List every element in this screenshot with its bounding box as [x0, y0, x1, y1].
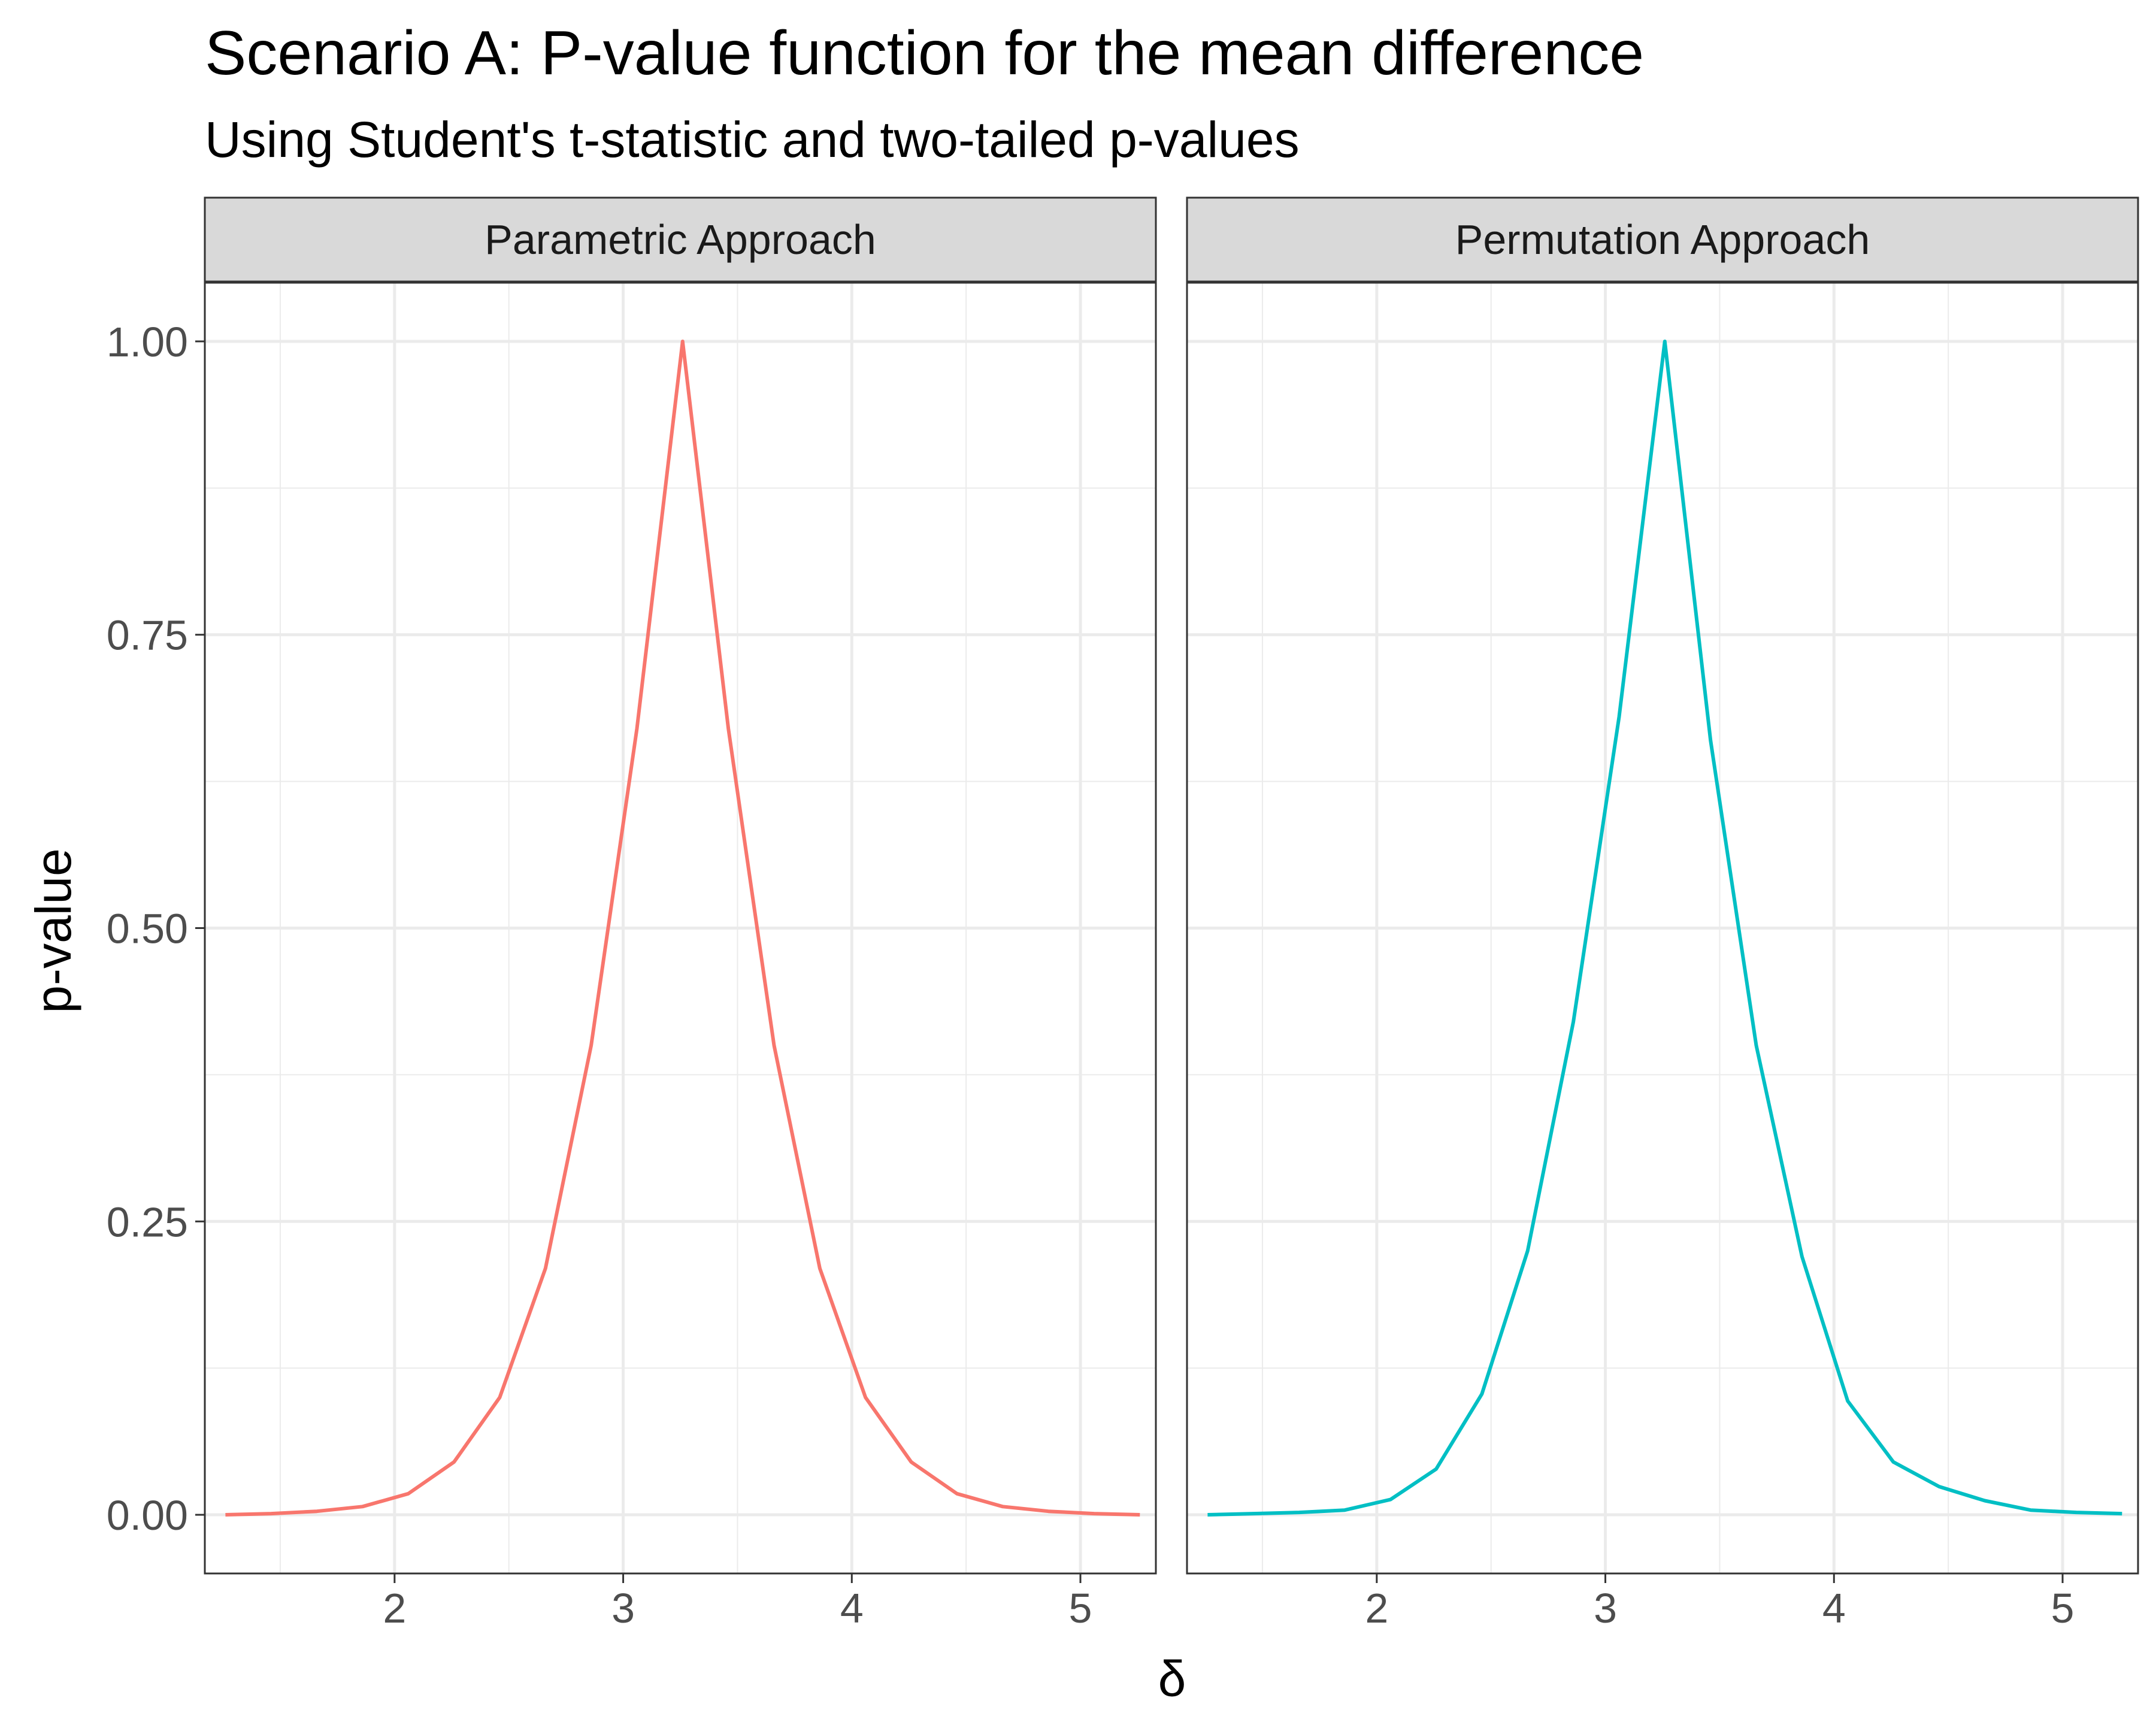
- x-tick-label: 4: [840, 1585, 864, 1632]
- facet-strip-label: Parametric Approach: [485, 216, 876, 263]
- facet-panel-1: Parametric Approach 2 3 4 5 0.00 0.25 0.50 0.75 1…: [107, 196, 1157, 1632]
- x-tick-label: 2: [383, 1585, 406, 1632]
- x-tick-label: 2: [1365, 1585, 1388, 1632]
- facet-panel-2: Permutation Approach 2 3 4 5: [1186, 196, 2139, 1632]
- x-axis-title: δ: [1158, 1651, 1186, 1707]
- facet-strip: [1186, 196, 2139, 283]
- x-tick-label: 5: [1069, 1585, 1092, 1632]
- chart-title: Scenario A: P-value function for the mea…: [205, 19, 1644, 88]
- facet-strip: [204, 196, 1157, 283]
- y-tick-label: 0.75: [107, 612, 188, 659]
- facet-strip-label: Permutation Approach: [1455, 216, 1870, 263]
- series-line-1: [225, 340, 1140, 1517]
- y-axis-title: p-value: [25, 848, 81, 1013]
- y-tick-label: 0.50: [107, 906, 188, 952]
- x-tick-label: 3: [1594, 1585, 1617, 1632]
- facet-panels: Parametric Approach 2 3 4 5 0.00 0.25 0.50 0.75 1…: [107, 196, 2139, 1632]
- x-tick-label: 4: [1822, 1585, 1846, 1632]
- x-tick-label: 3: [611, 1585, 635, 1632]
- y-tick-label: 1.00: [107, 319, 188, 365]
- y-tick-label: 0.00: [107, 1492, 188, 1539]
- x-tick-label: 5: [2051, 1585, 2075, 1632]
- chart-subtitle: Using Student's t-statistic and two-tail…: [205, 111, 1300, 168]
- series-line-2: [1207, 340, 2122, 1517]
- panel-border: [1186, 282, 2139, 1575]
- y-tick-label: 0.25: [107, 1199, 188, 1245]
